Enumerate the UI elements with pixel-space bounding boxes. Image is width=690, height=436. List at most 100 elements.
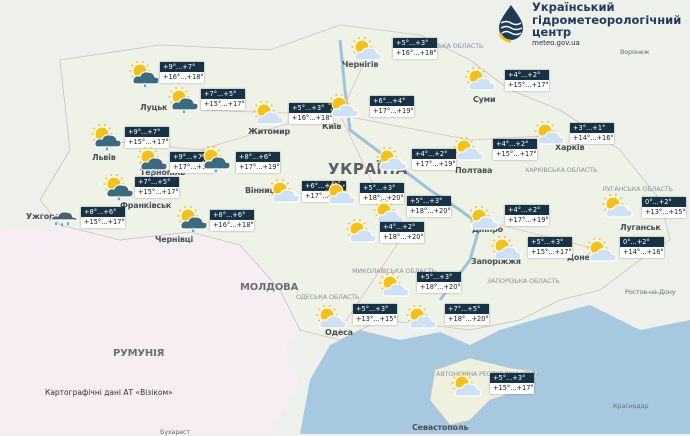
city-uzhhorod: Ужгород bbox=[26, 212, 67, 221]
forecast-label-ternopil: +9°...+7° +17°...+19° bbox=[170, 152, 214, 173]
day-temp: +14°...+16° bbox=[620, 247, 664, 258]
sun-cloud-icon bbox=[351, 36, 382, 61]
region-mykolaiv-oblast: МИКОЛАЇВСЬКА ОБЛАСТЬ bbox=[352, 267, 436, 275]
city-zhytomyr: Житомир bbox=[248, 127, 291, 136]
forecast-label-cherkasy: +4°...+2° +17°...+19° bbox=[412, 149, 456, 170]
night-temp: +4°...+2° bbox=[412, 149, 456, 159]
sun-cloud-icon bbox=[534, 120, 565, 145]
forecast-label-zakarpattia: +8°...+6° +15°...+17° bbox=[81, 207, 125, 228]
night-temp: +5°...+3° bbox=[490, 373, 534, 383]
city-kyiv: Київ bbox=[322, 122, 342, 131]
day-temp: +17°...+19° bbox=[236, 162, 280, 173]
city-krasnodar: Краснодар bbox=[613, 402, 649, 410]
city-odesa: Одеса bbox=[325, 328, 353, 337]
night-temp: +7°...+5° bbox=[135, 177, 179, 187]
day-temp: +15°...+17° bbox=[490, 383, 534, 394]
city-donetsk: Донецьк bbox=[567, 253, 606, 262]
night-temp: +3°...+1° bbox=[570, 123, 614, 133]
city-chernivtsi: Чернівці bbox=[155, 235, 194, 244]
city-lviv: Львів bbox=[92, 153, 116, 162]
forecast-label-vinnytsia: +6°...+4° +17°...+19° bbox=[302, 181, 346, 202]
night-temp: +4°...+2° bbox=[505, 205, 549, 215]
night-temp: +8°...+6° bbox=[81, 207, 125, 217]
sun-cloud-rain-icon bbox=[200, 145, 231, 173]
day-temp: +18°...+20° bbox=[417, 282, 461, 293]
day-temp: +15°...+17° bbox=[135, 187, 179, 198]
forecast-label-zaporizhzhia: +5°...+3° +15°...+17° bbox=[528, 237, 572, 258]
ukrhydromet-logo-icon bbox=[498, 5, 523, 43]
day-temp: +16°...+18° bbox=[393, 48, 437, 59]
sun-cloud-icon bbox=[468, 205, 499, 230]
night-temp: +7°...+5° bbox=[445, 304, 489, 314]
sun-cloud-icon bbox=[586, 237, 617, 262]
day-temp: +15°...+17° bbox=[493, 149, 537, 160]
day-temp: +17°...+19° bbox=[505, 215, 549, 226]
forecast-label-mykolaiv: +5°...+3° +18°...+20° bbox=[417, 272, 461, 293]
day-temp: +18°...+20° bbox=[360, 193, 404, 204]
sun-cloud-rain-icon bbox=[91, 123, 122, 151]
day-temp: +15°...+17° bbox=[201, 99, 245, 110]
night-temp: +4°...+2° bbox=[505, 70, 549, 80]
org-name-line1: Український bbox=[532, 0, 615, 14]
sun-icon bbox=[129, 60, 151, 82]
website-link[interactable]: meteo.gov.ua bbox=[532, 39, 580, 47]
city-sevastopol: Севастополь bbox=[412, 423, 469, 432]
day-temp: +17°...+19° bbox=[170, 162, 214, 173]
forecast-label-volyn: +9°...+7° +16°...+18° bbox=[160, 62, 204, 83]
city-kharkiv: Харків bbox=[555, 143, 585, 152]
sun-cloud-icon bbox=[376, 146, 407, 171]
day-temp: +17°...+19° bbox=[302, 191, 346, 202]
region-luhansk-oblast: ЛУГАНСЬКА ОБЛАСТЬ bbox=[602, 185, 673, 193]
forecast-label-zhytomyr: +5°...+3° +16°...+18° bbox=[289, 103, 333, 124]
sun-cloud-icon bbox=[491, 235, 522, 260]
night-temp: +5°...+3° bbox=[407, 196, 451, 206]
sun-cloud-icon bbox=[465, 66, 496, 91]
city-rostov: Ростов-на-Дону bbox=[625, 288, 676, 296]
night-temp: +4°...+2° bbox=[493, 139, 537, 149]
sun-cloud-rain-icon bbox=[129, 60, 160, 88]
forecast-label-chernivtsi: +8°...+6° +16°...+18° bbox=[210, 210, 254, 231]
day-temp: +15°...+17° bbox=[125, 137, 169, 148]
sun-cloud-rain-icon bbox=[137, 146, 168, 174]
org-name-line2: гідрометеорологічний bbox=[532, 12, 682, 27]
region-kharkiv-oblast: ХАРКІВСЬКА ОБЛАСТЬ bbox=[525, 166, 598, 174]
city-luhansk: Луганськ bbox=[620, 223, 661, 232]
day-temp: +16°...+18° bbox=[289, 113, 333, 124]
day-temp: +15°...+17° bbox=[528, 247, 572, 258]
forecast-label-chernihiv: +5°...+3° +16°...+18° bbox=[393, 38, 437, 59]
country-label-moldova: МОЛДОВА bbox=[240, 282, 299, 293]
forecast-label-kharkiv: +3°...+1° +14°...+16° bbox=[570, 123, 614, 144]
sun-cloud-rain-icon bbox=[177, 205, 208, 233]
forecast-label-rivne: +7°...+5° +15°...+17° bbox=[201, 89, 245, 110]
day-temp: +15°...+17° bbox=[505, 80, 549, 91]
map-credit: Картографічні дані АТ «Візіком» bbox=[45, 388, 173, 397]
sun-cloud-icon bbox=[453, 136, 484, 161]
forecast-label-kirovohrad-south: +4°...+2° +18°...+20° bbox=[380, 222, 424, 243]
region-crimea: АВТОНОМНА РЕСПУБЛІКА КРИМ bbox=[436, 370, 539, 379]
forecast-label-donetsk: 0°...+2° +14°...+16° bbox=[620, 237, 664, 258]
day-temp: +17°...+19° bbox=[412, 159, 456, 170]
day-temp: +13°...+15° bbox=[353, 314, 397, 325]
city-zaporizhzhia: Запоріжжя bbox=[471, 257, 521, 266]
heavy-rain-icon bbox=[50, 211, 78, 228]
night-temp: 0°...+2° bbox=[642, 197, 686, 207]
sun-cloud-icon bbox=[253, 100, 284, 125]
city-vinnytsia: Вінниця bbox=[245, 186, 281, 195]
city-voronezh: Воронеж bbox=[620, 48, 650, 56]
sun-cloud-icon bbox=[325, 180, 356, 205]
night-temp: +9°...+7° bbox=[125, 127, 169, 137]
day-temp: +16°...+18° bbox=[210, 220, 254, 231]
city-lutsk: Луцьк bbox=[140, 103, 168, 112]
day-temp: +16°...+18° bbox=[160, 72, 204, 83]
region-zaporizhzhia-oblast: ЗАПОРІЗЬКА ОБЛАСТЬ bbox=[487, 277, 560, 285]
night-temp: +8°...+6° bbox=[236, 152, 280, 162]
night-temp: +5°...+3° bbox=[289, 103, 333, 113]
night-temp: 0°...+2° bbox=[620, 237, 664, 247]
sun-cloud-rain-icon bbox=[168, 86, 199, 114]
night-temp: +5°...+3° bbox=[417, 272, 461, 282]
forecast-label-poltava: +4°...+2° +15°...+17° bbox=[493, 139, 537, 160]
forecast-label-lviv: +9°...+7° +15°...+17° bbox=[125, 127, 169, 148]
city-ternopil: Тернопіль bbox=[140, 168, 186, 177]
night-temp: +8°...+6° bbox=[210, 210, 254, 220]
sun-cloud-rain-icon bbox=[103, 173, 134, 201]
